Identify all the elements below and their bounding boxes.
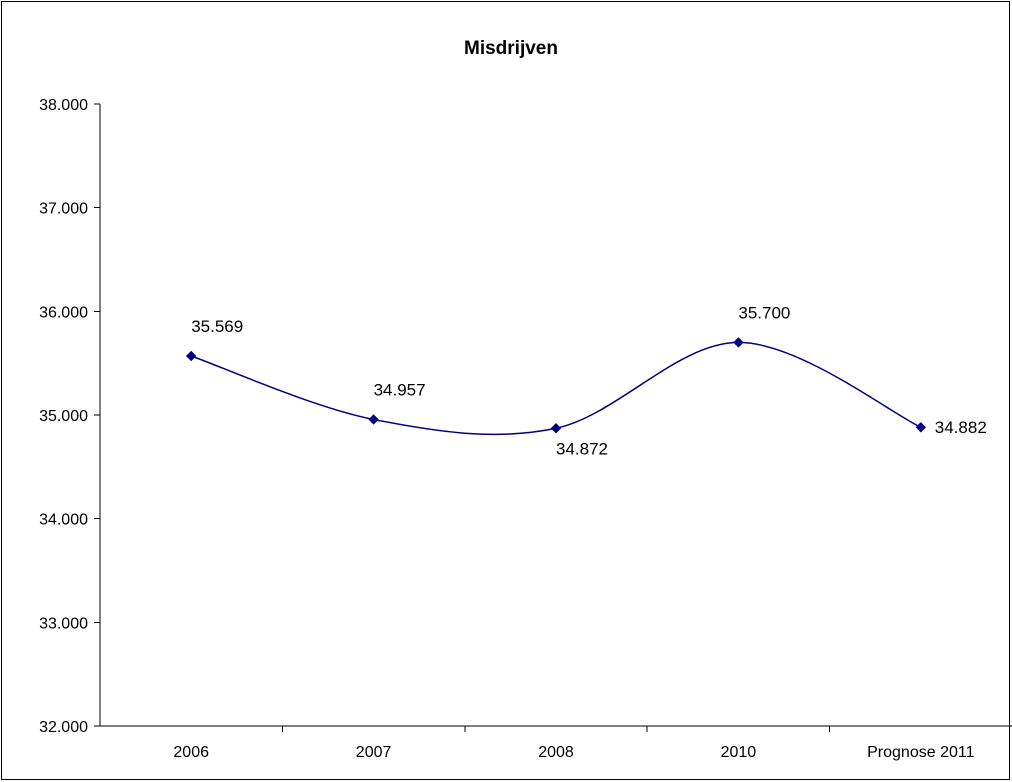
y-tick-label: 38.000	[39, 97, 88, 114]
data-label: 35.569	[191, 317, 243, 336]
series-line	[190, 341, 922, 436]
x-tick-label: 2010	[721, 744, 757, 761]
data-point-marker	[368, 414, 379, 425]
data-point-marker	[733, 337, 744, 348]
data-point-marker	[915, 422, 927, 433]
chart-title: Misdrijven	[464, 38, 558, 59]
data-label: 34.882	[935, 418, 987, 437]
x-tick-label: Prognose 2011	[867, 744, 974, 761]
data-label: 35.700	[738, 303, 790, 322]
y-tick-label: 33.000	[39, 615, 88, 632]
data-label: 34.872	[556, 439, 608, 458]
data-labels: 35.569 34.957 34.872 35.700 34.882	[191, 303, 987, 458]
series-layer	[185, 337, 927, 436]
y-tick-label: 34.000	[39, 512, 88, 529]
data-point-marker	[550, 423, 562, 434]
x-tick-label: 2006	[173, 744, 209, 761]
x-tick-label: 2007	[356, 744, 392, 761]
y-tick-label: 37.000	[39, 201, 88, 218]
y-tick-label: 36.000	[39, 304, 88, 321]
x-tick-label: 2008	[538, 744, 574, 761]
data-label: 34.957	[374, 380, 426, 399]
axes: 32.000 33.000 34.000 35.000 36.000 37.000 38.0…	[39, 97, 1012, 761]
y-tick-label: 32.000	[39, 719, 88, 736]
data-point-marker	[185, 350, 197, 362]
y-tick-label: 35.000	[39, 408, 88, 425]
